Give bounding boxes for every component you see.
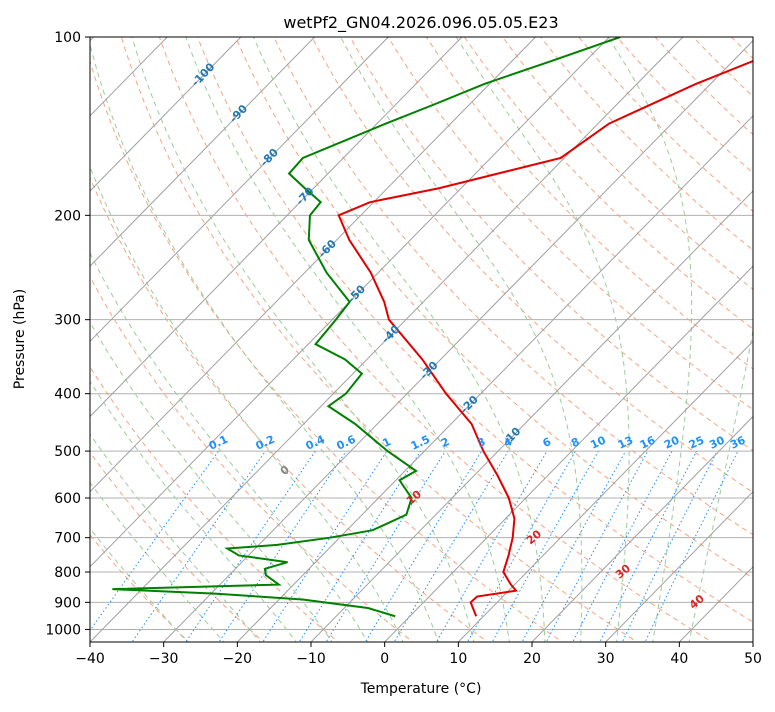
- mixing-ratio-label: 16: [638, 433, 658, 451]
- moist-adiabat: [90, 527, 188, 642]
- y-tick-label: 300: [54, 313, 81, 329]
- mixing-ratio-line: [218, 450, 347, 642]
- x-tick-label: −10: [296, 651, 326, 667]
- dry-adiabat: [311, 37, 753, 493]
- x-tick-label: −40: [75, 651, 105, 667]
- mixing-ratio-line: [435, 450, 548, 642]
- mixing-ratio-line: [185, 450, 316, 642]
- mixing-ratio-label: 13: [616, 434, 635, 452]
- isotherm: [384, 265, 753, 642]
- y-tick-label: 600: [54, 491, 81, 507]
- x-tick-label: 0: [380, 651, 389, 667]
- isotherm: [90, 37, 315, 267]
- mixing-ratio-line: [572, 450, 673, 642]
- dry-adiabat: [90, 366, 340, 642]
- moist-adiabat: [253, 37, 546, 642]
- x-tick-label: 50: [744, 651, 762, 667]
- y-tick-label: 700: [54, 531, 81, 547]
- mixing-ratio-line: [90, 450, 220, 632]
- moist-adiabat: [90, 321, 333, 642]
- moist-adiabat: [90, 481, 225, 642]
- isotherm: [236, 115, 753, 642]
- dry-adiabat: [158, 37, 713, 642]
- isotherm: [90, 37, 610, 568]
- mixing-ratio-label: 25: [687, 434, 706, 452]
- x-tick-label: −20: [223, 651, 253, 667]
- mixing-ratio-label: 20: [662, 433, 682, 451]
- mixing-ratio-line: [131, 450, 266, 642]
- mixing-ratio-line: [521, 450, 627, 642]
- dry-adiabat: [235, 37, 753, 579]
- y-tick-label: 800: [54, 565, 81, 581]
- x-tick-label: 30: [597, 651, 615, 667]
- mixing-ratio-label: 10: [588, 433, 608, 451]
- dry-adiabat: [425, 37, 753, 370]
- y-tick-label: 100: [54, 30, 81, 46]
- y-tick-label: 200: [54, 208, 81, 224]
- moist-adiabat: [607, 37, 693, 642]
- x-tick-label: 20: [523, 651, 541, 667]
- isotherm: [90, 37, 389, 343]
- y-axis-label: Pressure (hPa): [12, 289, 28, 389]
- y-tick-label: 900: [54, 595, 81, 611]
- moist-adiabat: [90, 251, 369, 642]
- isotherm: [90, 37, 463, 418]
- temperature-profile: [337, 60, 753, 617]
- mixing-ratio-line: [262, 450, 388, 642]
- isotherm: [90, 37, 242, 192]
- isotherm: [90, 37, 684, 642]
- moist-adiabat: [90, 42, 440, 642]
- dewpoint-profile: [112, 37, 621, 618]
- dry-adiabat: [387, 37, 753, 411]
- y-tick-label: 400: [54, 387, 81, 403]
- isotherm: [457, 340, 753, 642]
- plot-area: [90, 37, 753, 642]
- plot-frame: [89, 36, 754, 643]
- mixing-ratio-label: 30: [707, 433, 727, 451]
- isotherm: [163, 39, 753, 642]
- mixing-ratio-line: [364, 450, 483, 642]
- dry-adiabat: [90, 275, 414, 642]
- x-tick-label: 40: [670, 651, 688, 667]
- y-tick-label: 1000: [45, 622, 81, 638]
- mixing-ratio-line: [545, 450, 649, 642]
- y-tick-label: 500: [54, 444, 81, 460]
- moist-adiabat: [185, 37, 510, 642]
- isotherm: [310, 190, 753, 642]
- dry-adiabat: [120, 37, 638, 642]
- dry-adiabat: [90, 59, 564, 642]
- dry-adiabat: [273, 37, 753, 536]
- dry-adiabat: [501, 37, 753, 290]
- moist-adiabat: [455, 37, 630, 642]
- isotherm: [605, 490, 753, 642]
- axes: −40 −30 −20 −10 0 10 20 30 40 50 100 200 300 400 500 60…: [45, 30, 762, 667]
- mixing-ratio-line: [599, 450, 698, 642]
- moist-adiabat: [340, 37, 583, 642]
- dry-adiabat: [197, 37, 753, 623]
- dry-adiabat: [90, 451, 265, 642]
- mixing-ratio-line: [325, 450, 446, 642]
- mixing-ratio-label: 36: [728, 433, 748, 451]
- x-tick-label: −30: [149, 651, 179, 667]
- isotherm: [90, 37, 536, 493]
- moist-adiabat: [90, 433, 261, 642]
- isotherm: [531, 415, 753, 642]
- chart-title: wetPf2_GN04.2026.096.05.05.E23: [283, 13, 558, 33]
- x-tick-label: 10: [449, 651, 467, 667]
- moist-adiabat: [90, 380, 297, 642]
- x-axis-label: Temperature (°C): [360, 681, 482, 697]
- mixing-ratio-line: [298, 450, 422, 642]
